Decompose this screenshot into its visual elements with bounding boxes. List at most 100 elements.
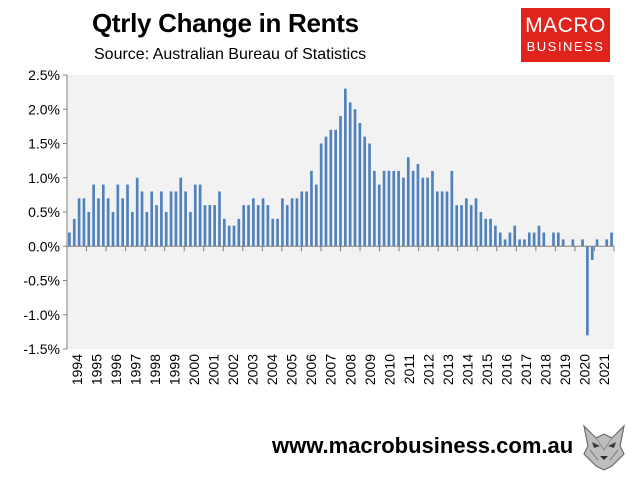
bar (82, 198, 86, 247)
bar (310, 170, 313, 247)
bar (77, 198, 81, 247)
bars-group (68, 88, 613, 336)
bar (295, 198, 299, 247)
bar (203, 205, 207, 247)
bar (179, 177, 183, 247)
bar (348, 102, 352, 247)
y-tick-label: -0.5% (23, 273, 60, 289)
chart-subtitle: Source: Australian Bureau of Statistics (94, 46, 367, 63)
bar (329, 129, 333, 247)
bar (155, 205, 158, 247)
x-tick-label: 2000 (186, 354, 202, 385)
y-tick-label: 1.0% (28, 170, 60, 186)
bar (561, 239, 565, 247)
y-tick-label: 1.5% (28, 136, 60, 152)
bar (106, 198, 110, 247)
bar (145, 212, 149, 247)
bar (256, 205, 260, 247)
bar (508, 232, 512, 247)
x-tick-label: 2015 (479, 354, 495, 385)
y-tick-label: 0.0% (28, 238, 60, 254)
bar (193, 184, 197, 247)
bar (445, 191, 449, 247)
bar (324, 136, 328, 247)
x-tick-label: 2014 (460, 354, 476, 385)
bar (222, 218, 226, 247)
bar (198, 184, 202, 247)
bar (358, 122, 362, 247)
bar (363, 136, 367, 247)
bar (164, 212, 168, 247)
bar (116, 184, 120, 247)
logo-line-2: BUSINESS (526, 39, 605, 54)
bar (97, 198, 100, 247)
bar (557, 232, 560, 247)
bar (484, 218, 488, 247)
x-tick-label: 2016 (499, 354, 515, 385)
bar (92, 184, 95, 247)
chart-title: Qtrly Change in Rents (92, 8, 359, 38)
bar (532, 232, 536, 247)
x-tick-label: 2001 (206, 354, 222, 385)
bar (455, 205, 459, 247)
bar (402, 177, 405, 247)
bar (87, 212, 91, 247)
bar (503, 239, 507, 247)
x-tick-label: 1997 (127, 354, 143, 385)
bar (266, 205, 270, 247)
bar (344, 88, 347, 247)
bar (605, 239, 609, 247)
x-tick-label: 2010 (381, 354, 397, 385)
bar (334, 129, 337, 247)
bar (305, 191, 308, 247)
bar (406, 157, 410, 247)
bar (368, 143, 371, 247)
bar (68, 232, 71, 247)
y-tick-label: 2.0% (28, 101, 60, 117)
x-tick-label: 2003 (245, 354, 261, 385)
bar (610, 232, 613, 247)
bar (426, 177, 429, 247)
bar (571, 239, 575, 247)
bar (494, 225, 497, 247)
x-tick-label: 2013 (440, 354, 456, 385)
y-tick-label: -1.5% (23, 341, 60, 357)
bar (460, 205, 463, 247)
footer-url: www.macrobusiness.com.au (272, 433, 574, 458)
bar (121, 198, 124, 247)
bar (218, 191, 221, 247)
macrobusiness-logo: MACRO BUSINESS (521, 8, 610, 62)
bar (411, 170, 415, 247)
x-tick-label: 2017 (518, 354, 534, 385)
bar (169, 191, 173, 247)
bar (421, 177, 425, 247)
bar (416, 164, 420, 247)
bar (392, 170, 396, 247)
bar (431, 170, 434, 247)
wolf-mascot-icon (578, 420, 630, 472)
x-tick-label: 1998 (147, 354, 163, 385)
bar (581, 239, 584, 247)
bar (489, 218, 492, 247)
bar (590, 246, 594, 260)
x-tick-label: 1995 (88, 354, 104, 385)
bar (469, 205, 473, 247)
x-tick-label: 2020 (577, 354, 593, 385)
x-tick-label: 2004 (264, 354, 280, 385)
x-tick-label: 2019 (557, 354, 573, 385)
logo-line-1: MACRO (525, 14, 606, 37)
bar (131, 212, 134, 247)
bar (373, 170, 376, 247)
bar (319, 143, 323, 247)
bar (300, 191, 304, 247)
bar (126, 184, 129, 247)
bar (440, 191, 444, 247)
bar (261, 198, 265, 247)
x-axis: 1994 1995 1996 1997 1998 1999 2000 2001 2002 2003… (66, 245, 615, 385)
bar (474, 198, 478, 247)
bar (160, 191, 163, 247)
y-axis: 2.5% 2.0% 1.5% 1.0% 0.5% 0.0% -0.5% -1.0% -1.5% (23, 67, 68, 357)
bar (189, 212, 192, 247)
bar (339, 116, 342, 247)
bar (184, 191, 187, 247)
